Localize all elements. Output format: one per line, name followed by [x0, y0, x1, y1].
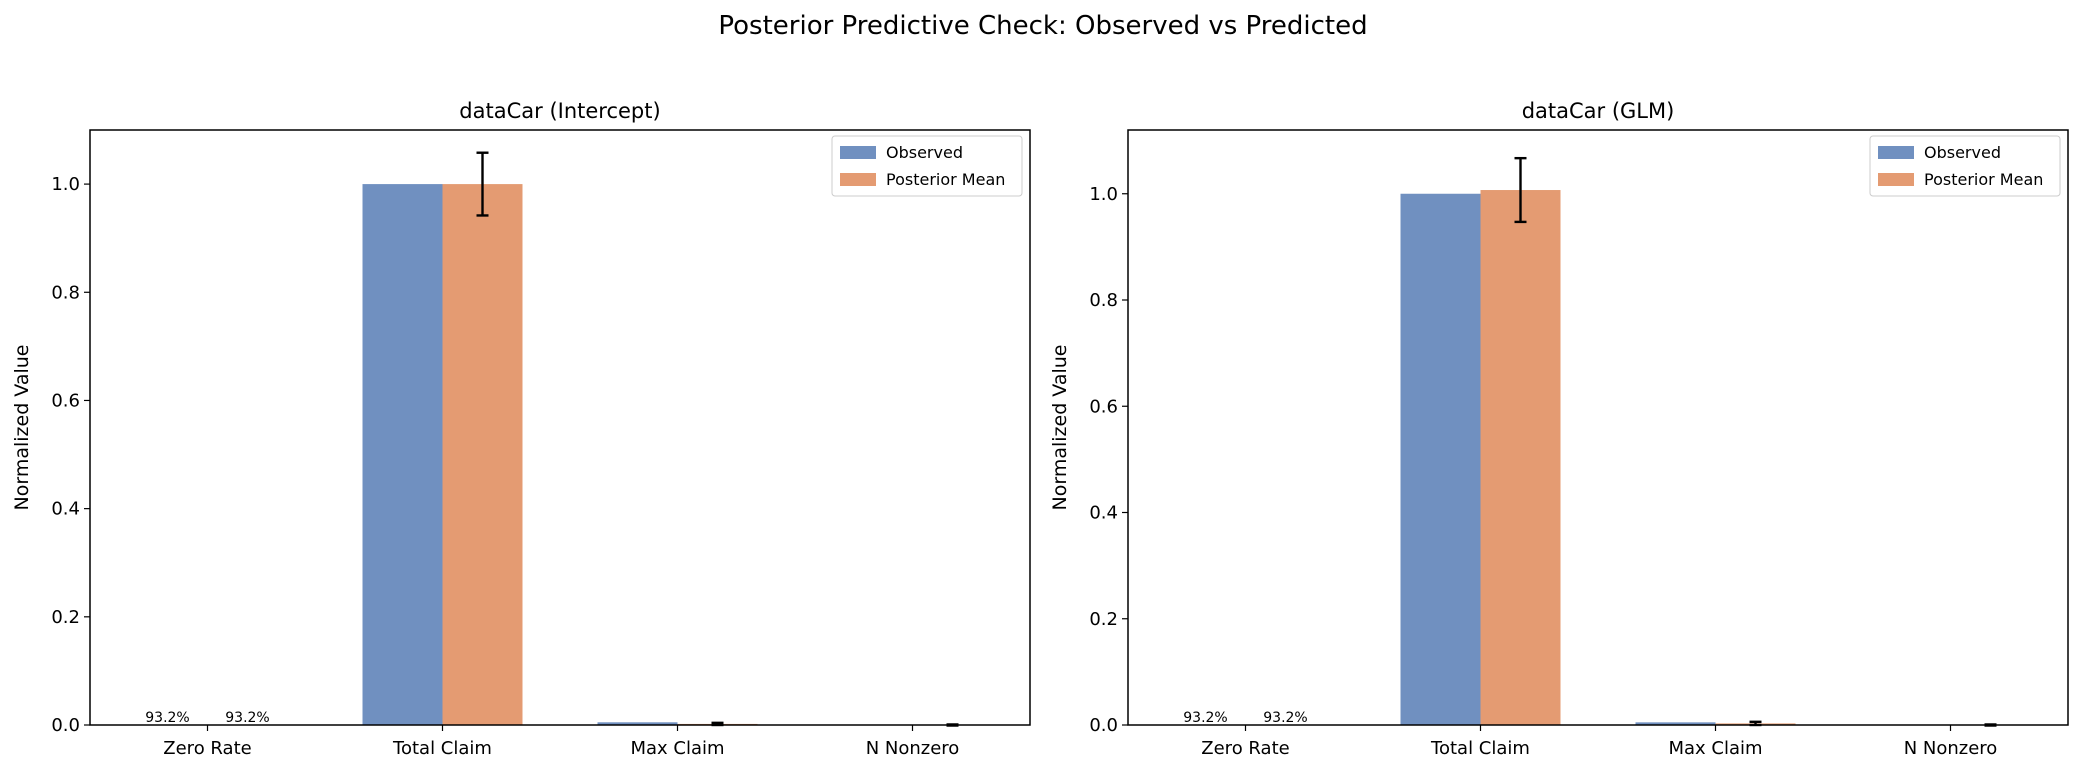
y-tick-label: 0.0 — [51, 715, 80, 736]
legend-label: Posterior Mean — [1924, 170, 2043, 189]
x-tick-label: N Nonzero — [1904, 738, 1998, 759]
x-tick-label: Zero Rate — [163, 738, 251, 759]
y-tick-label: 1.0 — [51, 174, 80, 195]
x-tick-label: Max Claim — [1668, 738, 1762, 759]
y-tick-label: 1.0 — [1089, 184, 1118, 205]
legend-label: Observed — [1924, 143, 2001, 162]
legend: Observed Posterior Mean — [831, 135, 1023, 197]
x-tick-label: N Nonzero — [866, 738, 960, 759]
y-tick-label: 0.4 — [1089, 503, 1118, 524]
y-tick-label: 0.2 — [51, 607, 80, 628]
y-tick-label: 0.2 — [1089, 609, 1118, 630]
bar-posterior-mean-total-claim — [442, 184, 523, 725]
legend-box — [831, 135, 1023, 197]
bar-observed-max-claim — [1635, 722, 1716, 725]
bar-observed-total-claim — [1400, 193, 1481, 725]
legend-label: Observed — [886, 143, 963, 162]
bar-value-label: 93.2% — [145, 710, 189, 726]
bar-observed-max-claim — [597, 722, 678, 725]
legend: Observed Posterior Mean — [1869, 135, 2061, 197]
x-tick-label: Max Claim — [630, 738, 724, 759]
legend-label: Posterior Mean — [886, 170, 1005, 189]
y-tick-label: 0.6 — [51, 390, 80, 411]
y-tick-label: 0.8 — [51, 282, 80, 303]
y-axis-label: Normalized Value — [1049, 345, 1071, 511]
legend-box — [1869, 135, 2061, 197]
legend-swatch — [840, 146, 876, 159]
chart-panel-2: dataCar (GLM) Normalized Value 0.0 0.2 0.4 0.… — [1049, 99, 2069, 759]
bar-value-label: 93.2% — [1183, 710, 1227, 726]
legend-swatch — [840, 173, 876, 186]
chart-title: dataCar (Intercept) — [459, 99, 660, 123]
bar-observed-total-claim — [362, 184, 443, 725]
chart-panel-1: dataCar (Intercept) Normalized Value 0.0 0.… — [11, 99, 1031, 759]
plot-frame — [1127, 129, 2069, 726]
y-tick-label: 0.8 — [1089, 290, 1118, 311]
y-tick-label: 0.6 — [1089, 396, 1118, 417]
legend-swatch — [1878, 173, 1914, 186]
chart-title: dataCar (GLM) — [1522, 99, 1675, 123]
y-axis-label: Normalized Value — [11, 345, 33, 511]
bar-value-label: 93.2% — [1263, 710, 1307, 726]
bar-value-label: 93.2% — [225, 710, 269, 726]
x-tick-label: Zero Rate — [1201, 738, 1289, 759]
y-tick-label: 0.0 — [1089, 715, 1118, 736]
x-tick-label: Total Claim — [1430, 738, 1530, 759]
legend-swatch — [1878, 146, 1914, 159]
y-tick-label: 0.4 — [51, 499, 80, 520]
bar-posterior-mean-total-claim — [1480, 190, 1561, 725]
x-tick-label: Total Claim — [392, 738, 492, 759]
figure-suptitle: Posterior Predictive Check: Observed vs … — [718, 11, 1367, 41]
plot-frame — [89, 129, 1031, 726]
chart-panels: dataCar (Intercept) Normalized Value 0.0 0.… — [11, 99, 2069, 759]
